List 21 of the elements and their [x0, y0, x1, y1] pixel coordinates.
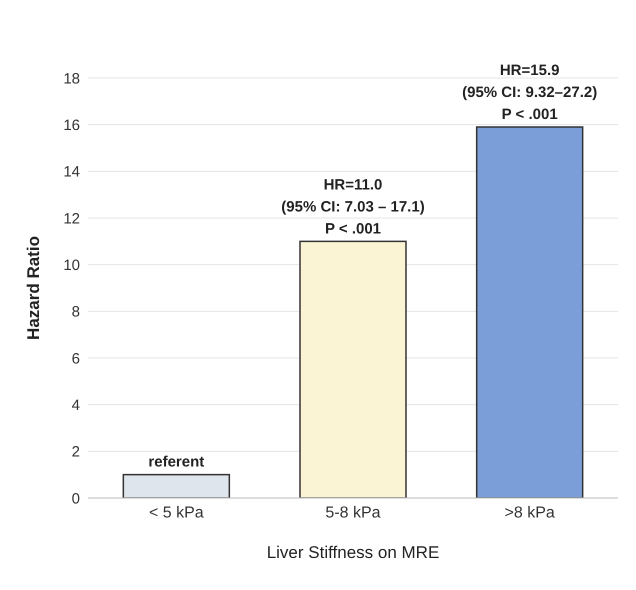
annotation: HR=11.0 (95% CI: 7.03 – 17.1) P < .001 — [281, 176, 425, 238]
y-tick-label: 16 — [63, 116, 80, 134]
y-tick-label: 0 — [72, 490, 80, 508]
y-tick-label: 14 — [63, 164, 80, 181]
y-axis-title: Hazard Ratio — [24, 236, 44, 340]
y-tick-label: 8 — [72, 304, 80, 321]
bar — [299, 240, 407, 498]
bar — [122, 474, 230, 498]
y-tick-label: 4 — [72, 396, 80, 414]
y-tick-label: 6 — [72, 350, 80, 368]
bar — [476, 126, 584, 498]
annotation: referent — [148, 454, 204, 471]
y-tick-label: 12 — [63, 210, 80, 228]
x-axis-title: Liver Stiffness on MRE — [266, 543, 440, 562]
y-tick-label: 18 — [63, 70, 80, 88]
x-tick-label: 5-8 kPa — [325, 504, 381, 522]
y-tick-label: 2 — [72, 444, 80, 461]
x-tick-label: < 5 kPa — [148, 504, 204, 522]
y-tick-label: 10 — [63, 256, 80, 274]
annotation: HR=15.9 (95% CI: 9.32–27.2) P < .001 — [462, 62, 598, 123]
x-tick-label: >8 kPa — [504, 504, 555, 522]
